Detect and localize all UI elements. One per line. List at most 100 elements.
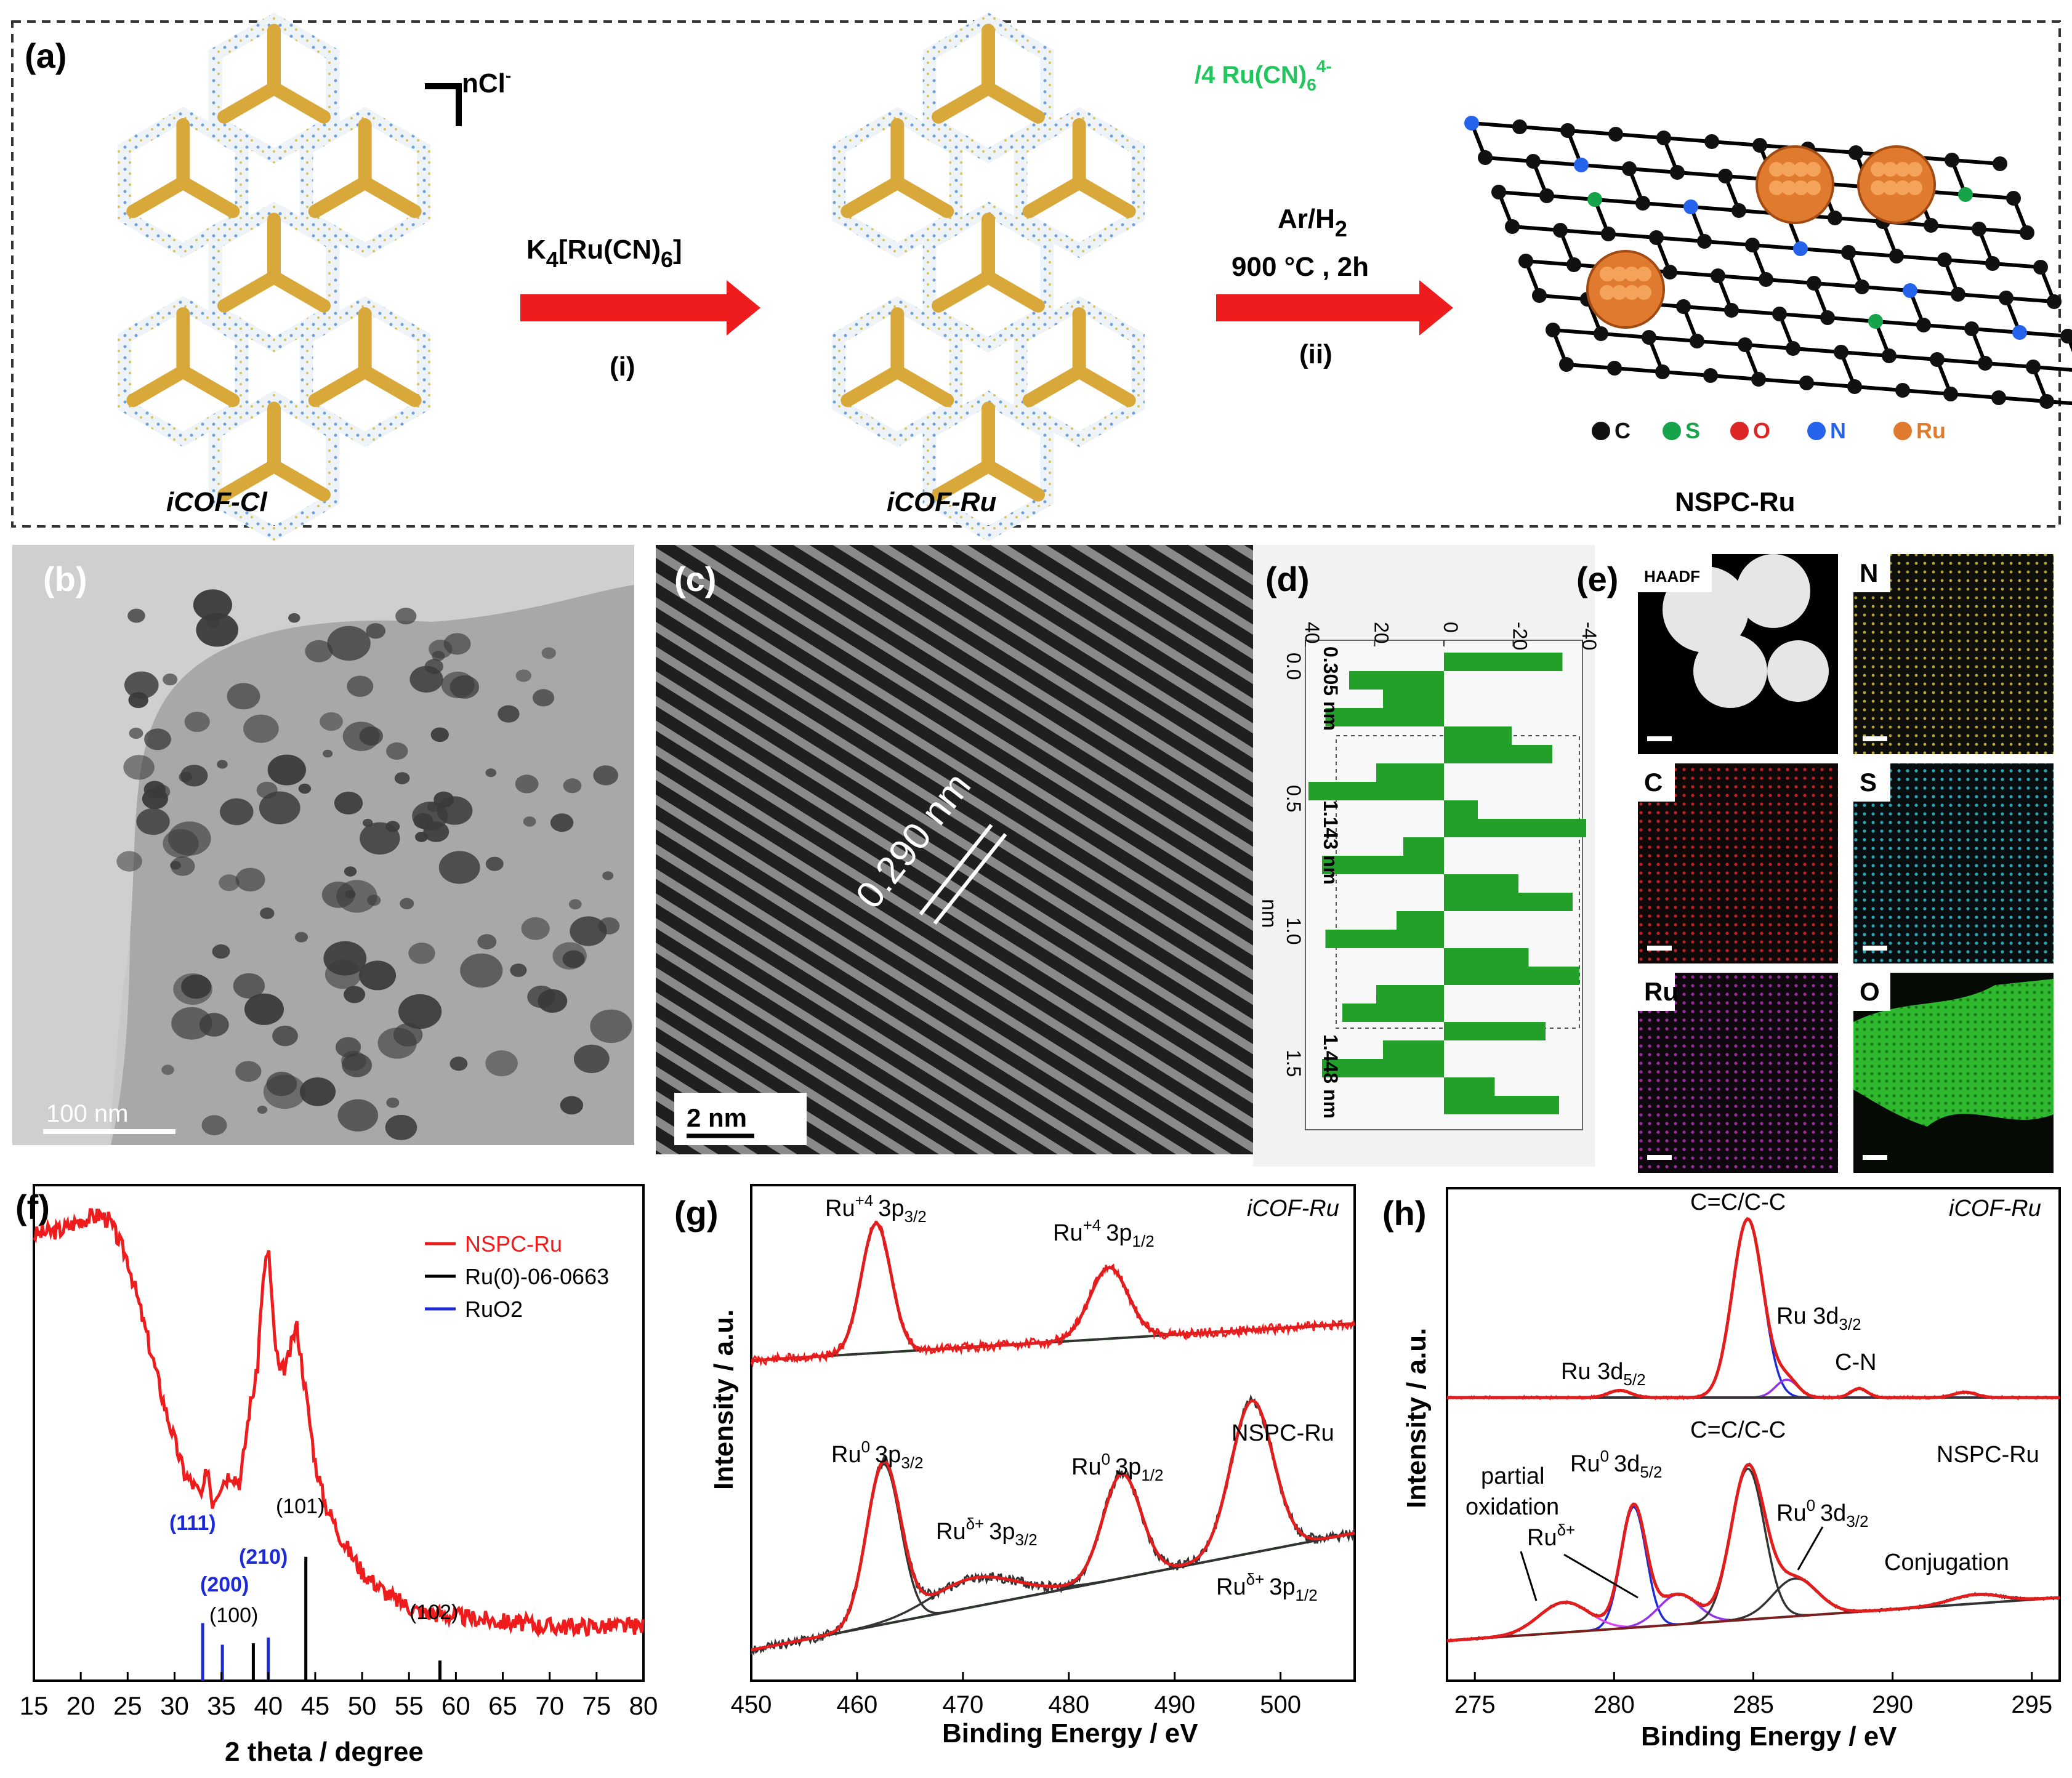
x-tick-label: 450 bbox=[731, 1691, 772, 1718]
bond bbox=[1498, 190, 1547, 198]
nspc-ru-label: NSPC-Ru bbox=[1675, 487, 1796, 517]
step-ii-label: (ii) bbox=[1299, 339, 1332, 369]
xrd-series-nspc-ru bbox=[33, 1208, 645, 1638]
cof-linker bbox=[1072, 364, 1136, 408]
cof-linker bbox=[1022, 364, 1086, 408]
xps-h-ylabel: Intensity / a.u. bbox=[1401, 1328, 1432, 1508]
profile-bar bbox=[1444, 948, 1529, 967]
x-tick-label: 40 bbox=[254, 1691, 283, 1720]
bond bbox=[1930, 223, 1980, 231]
profile-bar bbox=[1308, 782, 1444, 800]
nanoparticle bbox=[199, 1013, 229, 1037]
label-h-ccc-bottom: C=C/C-C bbox=[1690, 1417, 1786, 1443]
atom bbox=[1848, 145, 1863, 160]
cof-hexagon bbox=[1014, 296, 1145, 448]
bond bbox=[1875, 320, 1924, 327]
profile-bar bbox=[1444, 726, 1512, 745]
nanoparticle bbox=[233, 973, 265, 999]
bond bbox=[1806, 381, 1855, 388]
nanoparticle bbox=[124, 671, 159, 699]
bond bbox=[1704, 239, 1753, 247]
component-peak bbox=[1447, 1218, 2058, 1399]
peak-101: (101) bbox=[276, 1495, 325, 1518]
atom bbox=[1491, 185, 1506, 199]
atom bbox=[1601, 227, 1616, 241]
bond bbox=[1834, 216, 1884, 223]
nanoparticle bbox=[220, 798, 254, 826]
bond bbox=[2046, 400, 2072, 406]
nanoparticle bbox=[438, 851, 480, 884]
tem-particles bbox=[116, 589, 632, 1140]
eds-label-bg bbox=[1638, 973, 1675, 1011]
bond bbox=[1944, 258, 1993, 265]
left-tick-label: 0.5 bbox=[1283, 785, 1305, 812]
bond bbox=[1902, 388, 1951, 396]
x-tick-label: 80 bbox=[629, 1691, 658, 1720]
bond bbox=[1642, 201, 1691, 209]
eds-label-o: O bbox=[1860, 977, 1880, 1006]
nanoparticle bbox=[359, 960, 397, 991]
nanoparticle bbox=[602, 871, 614, 880]
nanoparticle bbox=[299, 1077, 336, 1106]
bond bbox=[1656, 236, 1705, 243]
bond bbox=[1909, 289, 1959, 296]
atom bbox=[1943, 387, 1958, 401]
bond bbox=[1992, 262, 2041, 269]
nanoparticle bbox=[477, 934, 497, 950]
xrd-xlabel: 2 theta / degree bbox=[225, 1737, 424, 1767]
legend-label-c: C bbox=[1614, 418, 1631, 443]
label-ru4-3p32: Ru+4 3p3/2 bbox=[825, 1191, 927, 1226]
cof-linker bbox=[267, 81, 331, 124]
annotation-1448: 1.448 nm bbox=[1320, 1034, 1342, 1119]
nanoparticle bbox=[217, 760, 228, 769]
x-tick-label: 65 bbox=[488, 1691, 517, 1720]
nanoparticle bbox=[347, 675, 374, 697]
atom bbox=[2060, 329, 2072, 344]
eds-label-s: S bbox=[1860, 768, 1877, 797]
nanoparticle bbox=[136, 808, 170, 835]
x-tick-label: 70 bbox=[535, 1691, 564, 1720]
atom bbox=[1903, 283, 1917, 298]
ru-atom bbox=[1637, 267, 1651, 281]
eds-maps: HAADF N C S Ru O bbox=[1638, 554, 2054, 1173]
nanoparticle bbox=[263, 1074, 306, 1109]
nanoparticle bbox=[385, 1114, 417, 1140]
atom bbox=[1656, 131, 1671, 145]
legend-text-ruo2: RuO2 bbox=[465, 1297, 523, 1322]
ncl-label: nCl- bbox=[462, 66, 511, 99]
nanoparticle bbox=[560, 1096, 584, 1115]
atom bbox=[1889, 249, 1904, 263]
ru-atom bbox=[1895, 162, 1910, 177]
nanoparticle bbox=[320, 712, 343, 731]
nanoparticle bbox=[432, 651, 445, 661]
nanoparticle bbox=[593, 765, 618, 786]
arrow-step-ii bbox=[1216, 280, 1453, 336]
bond bbox=[1731, 308, 1780, 316]
atom bbox=[2047, 294, 2062, 309]
nanoparticle bbox=[395, 608, 417, 625]
ru-atom bbox=[1806, 162, 1821, 177]
bond bbox=[2005, 296, 2055, 304]
cof-linker bbox=[358, 175, 422, 219]
profile-bar bbox=[1322, 1059, 1444, 1077]
bond bbox=[1539, 294, 1588, 301]
nanoparticle bbox=[180, 765, 208, 787]
bond bbox=[1978, 227, 2028, 235]
nanoparticle bbox=[243, 714, 279, 743]
x-tick-label: 35 bbox=[207, 1691, 236, 1720]
nanoparticle bbox=[366, 623, 385, 639]
ru-atom bbox=[1895, 180, 1910, 195]
cof-linker bbox=[217, 270, 281, 313]
nanoparticle bbox=[244, 993, 284, 1025]
ru-atom bbox=[1908, 180, 1922, 195]
cof-cl-structure bbox=[118, 12, 430, 542]
atom bbox=[1930, 352, 1945, 367]
atom bbox=[1704, 134, 1719, 149]
arrow-step-i bbox=[520, 280, 760, 336]
atom bbox=[1718, 169, 1733, 183]
atom bbox=[1539, 188, 1554, 203]
bond bbox=[1669, 270, 1719, 278]
atom bbox=[1512, 119, 1527, 134]
tem-support-film bbox=[111, 585, 634, 1145]
